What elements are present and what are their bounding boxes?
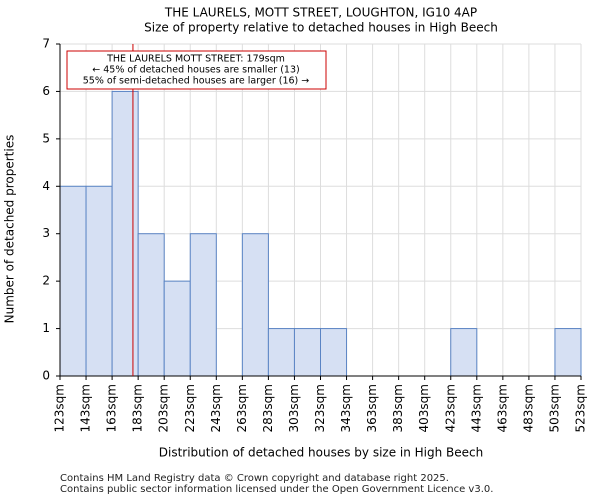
x-tick-label: 183sqm [131,384,145,432]
x-tick-label: 423sqm [443,384,457,432]
y-tick-label: 1 [42,321,50,335]
histogram-bar [85,185,113,377]
annotation-box [66,50,327,90]
y-tick-label: 5 [42,131,50,145]
chart-title-line1: THE LAURELS, MOTT STREET, LOUGHTON, IG10… [164,6,477,20]
x-tick-label: 203sqm [157,384,171,432]
chart-title-line2: Size of property relative to detached ho… [144,21,498,35]
y-tick-label: 6 [42,84,50,98]
x-tick-label: 303sqm [287,384,301,432]
x-tick-label: 443sqm [469,384,483,432]
histogram-bar [163,280,191,377]
x-tick-label: 263sqm [235,384,249,432]
histogram-bar [241,233,269,377]
histogram-bar [450,328,478,377]
x-tick-label: 363sqm [365,384,379,432]
y-axis-label: Number of detached properties [3,135,17,324]
histogram-bar [320,328,348,377]
x-tick-label: 283sqm [261,384,275,432]
y-tick-label: 3 [42,226,50,240]
x-tick-label: 523sqm [574,384,588,432]
x-tick-label: 143sqm [79,384,93,432]
histogram-bar [137,233,165,377]
histogram-bar [554,328,582,377]
x-tick-label: 323sqm [313,384,327,432]
histogram-bar [59,185,87,377]
x-tick-label: 503sqm [547,384,561,432]
x-tick-label: 223sqm [183,384,197,432]
x-tick-label: 343sqm [339,384,353,432]
y-tick-label: 4 [42,179,50,193]
y-tick-label: 7 [42,37,50,51]
x-tick-label: 123sqm [53,384,67,432]
x-axis-label: Distribution of detached houses by size … [159,446,484,460]
histogram-bar [293,328,322,377]
x-tick-label: 383sqm [391,384,405,432]
bar-layer [59,90,582,377]
footer-line-2: Contains public sector information licen… [60,484,494,495]
axis-layer: 0 1 2 3 4 5 6 7 123sqm 143sqm 163sqm 183sqm 203sqm 22… [42,37,587,433]
histogram-bar [267,328,295,377]
annotation-line-smaller: ← 45% of detached houses are smaller (13… [92,65,299,76]
footer: Contains HM Land Registry data © Crown c… [60,473,493,495]
x-tick-label: 483sqm [521,384,535,432]
histogram-bar [189,233,217,377]
x-tick-label: 163sqm [105,384,119,432]
y-tick-label: 0 [42,369,50,383]
x-tick-label: 403sqm [417,384,431,432]
annotation-line-title: THE LAURELS MOTT STREET: 179sqm [106,54,285,65]
x-tick-label: 243sqm [209,384,223,432]
annotation-layer: THE LAURELS MOTT STREET: 179sqm ← 45% of… [66,50,327,90]
footer-line-1: Contains HM Land Registry data © Crown c… [60,473,449,484]
x-tick-label: 463sqm [495,384,509,432]
histogram-bar [111,90,139,377]
y-tick-label: 2 [42,274,50,288]
annotation-line-larger: 55% of semi-detached houses are larger (… [83,76,310,87]
